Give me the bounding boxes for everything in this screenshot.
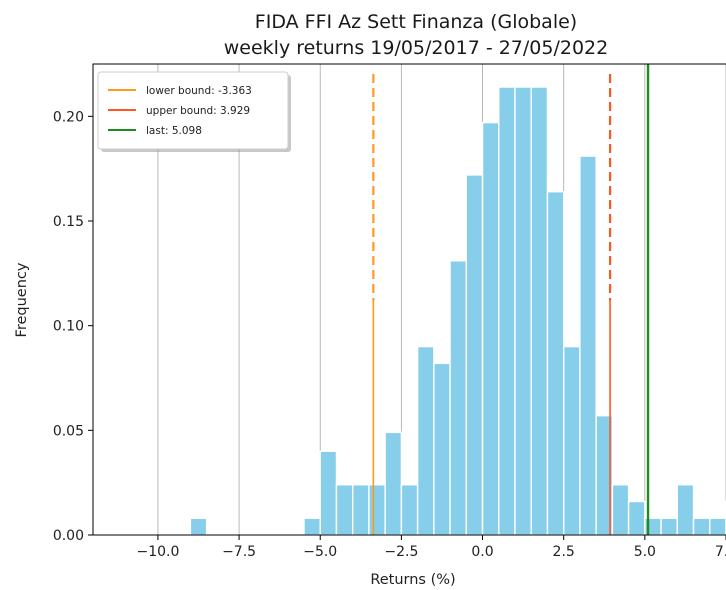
histogram-bar bbox=[449, 260, 468, 536]
x-tick-label: −10.0 bbox=[136, 544, 179, 560]
legend-items: lower bound: -3.363 upper bound: 3.929 las… bbox=[108, 85, 252, 137]
histogram-bar bbox=[709, 517, 726, 536]
histogram-bar bbox=[189, 517, 208, 536]
histogram-bar bbox=[579, 155, 597, 536]
y-tick-label: 0.05 bbox=[53, 423, 84, 439]
legend-box bbox=[97, 71, 289, 150]
x-axis-ticks: −10.0 −7.5 −5.0 −2.5 0.0 2.5 5.0 7.5 bbox=[136, 535, 726, 560]
legend-label: last: 5.098 bbox=[146, 125, 202, 137]
histogram-bar bbox=[627, 500, 646, 536]
bound-lines bbox=[372, 64, 650, 535]
chart-subtitle: weekly returns 19/05/2017 - 27/05/2022 bbox=[224, 37, 608, 59]
histogram-bar bbox=[465, 174, 484, 536]
y-axis-ticks: 0.00 0.05 0.10 0.15 0.20 bbox=[53, 109, 93, 544]
legend-label: lower bound: -3.363 bbox=[146, 85, 252, 97]
histogram-bar bbox=[660, 517, 679, 536]
y-tick-label: 0.10 bbox=[53, 319, 84, 335]
legend: lower bound: -3.363 upper bound: 3.929 las… bbox=[97, 71, 291, 152]
y-tick-label: 0.15 bbox=[53, 214, 84, 230]
histogram-bar bbox=[384, 431, 403, 536]
x-tick-label: −7.5 bbox=[222, 544, 256, 560]
x-tick-label: −2.5 bbox=[384, 544, 418, 560]
histogram-bar bbox=[351, 484, 370, 536]
y-axis-label: Frequency bbox=[14, 262, 30, 337]
histogram-bar bbox=[611, 484, 630, 536]
legend-label: upper bound: 3.929 bbox=[146, 105, 250, 117]
histogram-bar bbox=[335, 484, 354, 536]
histogram-bar bbox=[416, 345, 435, 536]
chart-title: FIDA FFI Az Sett Finanza (Globale) bbox=[255, 11, 577, 33]
histogram-bar bbox=[676, 484, 695, 536]
histogram-bar bbox=[692, 517, 711, 536]
histogram-bars bbox=[189, 86, 726, 536]
histogram-bar bbox=[498, 86, 516, 536]
x-tick-label: 0.0 bbox=[471, 544, 493, 560]
histogram-bar bbox=[546, 190, 565, 536]
histogram-bar bbox=[530, 86, 549, 536]
histogram-bar bbox=[319, 450, 338, 536]
histogram-bar bbox=[303, 517, 321, 536]
plot-frame bbox=[92, 63, 726, 536]
x-axis-label: Returns (%) bbox=[370, 572, 455, 588]
x-tick-label: 7.5 bbox=[715, 544, 726, 560]
x-tick-label: 2.5 bbox=[553, 544, 575, 560]
y-tick-label: 0.20 bbox=[53, 109, 84, 125]
histogram-bar bbox=[514, 86, 532, 536]
histogram-bar bbox=[400, 484, 419, 536]
histogram-bar bbox=[481, 121, 500, 536]
histogram-bar bbox=[562, 345, 581, 536]
x-tick-label: 5.0 bbox=[634, 544, 656, 560]
x-tick-label: −5.0 bbox=[303, 544, 337, 560]
y-tick-label: 0.00 bbox=[53, 528, 84, 544]
histogram-bar bbox=[433, 362, 451, 536]
histogram-bar bbox=[368, 484, 386, 536]
